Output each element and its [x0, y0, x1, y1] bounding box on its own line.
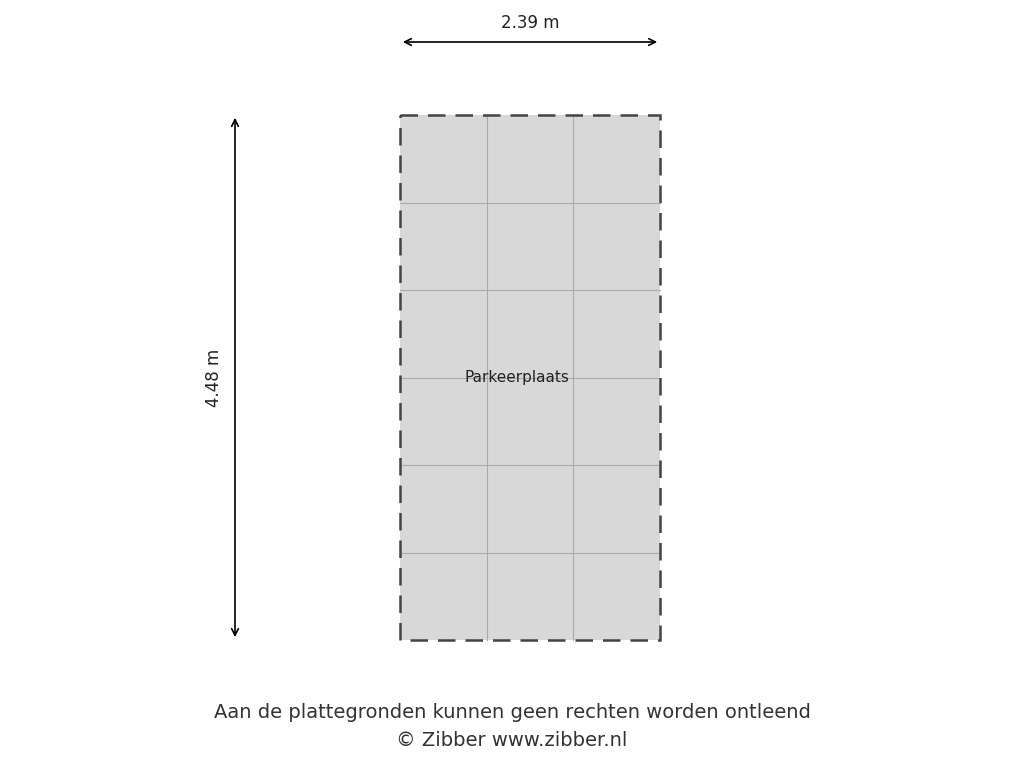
- Text: Aan de plattegronden kunnen geen rechten worden ontleend: Aan de plattegronden kunnen geen rechten…: [214, 703, 810, 723]
- Text: © Zibber www.zibber.nl: © Zibber www.zibber.nl: [396, 730, 628, 750]
- Bar: [400, 115, 660, 640]
- Text: 4.48 m: 4.48 m: [205, 349, 223, 406]
- Text: 2.39 m: 2.39 m: [501, 14, 559, 32]
- Bar: [400, 115, 660, 640]
- Text: Parkeerplaats: Parkeerplaats: [465, 370, 569, 385]
